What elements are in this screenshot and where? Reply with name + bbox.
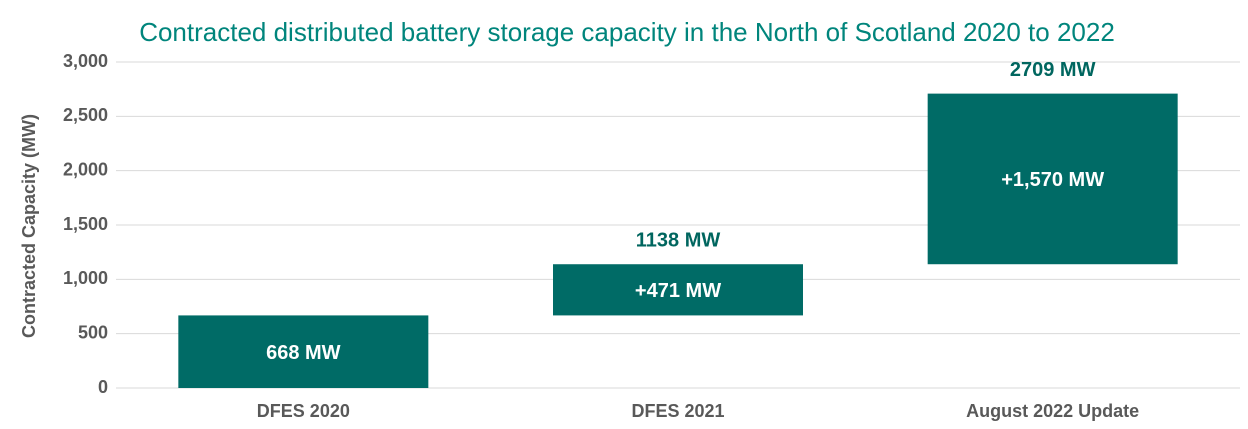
bar: [553, 264, 803, 316]
chart-title: Contracted distributed battery storage c…: [139, 17, 1115, 47]
y-tick-label: 2,500: [63, 105, 108, 125]
x-tick-label: DFES 2021: [631, 401, 724, 421]
bar: [927, 93, 1178, 265]
y-axis-label: Contracted Capacity (MW): [19, 114, 39, 338]
bar: [178, 315, 429, 388]
total-label: 2709 MW: [1010, 59, 1096, 81]
y-tick-label: 1,500: [63, 214, 108, 234]
value-label: +1,570 MW: [1001, 169, 1104, 191]
y-tick-label: 500: [78, 322, 108, 342]
y-tick-label: 3,000: [63, 51, 108, 71]
total-label: 1138 MW: [636, 230, 721, 252]
value-label: +471 MW: [635, 280, 721, 302]
y-tick-label: 2,000: [63, 159, 108, 179]
y-tick-label: 1,000: [63, 268, 108, 288]
y-tick-label: 0: [98, 377, 108, 397]
x-tick-label: DFES 2020: [257, 401, 350, 421]
x-tick-label: August 2022 Update: [966, 401, 1139, 421]
value-label: 668 MW: [266, 342, 341, 364]
